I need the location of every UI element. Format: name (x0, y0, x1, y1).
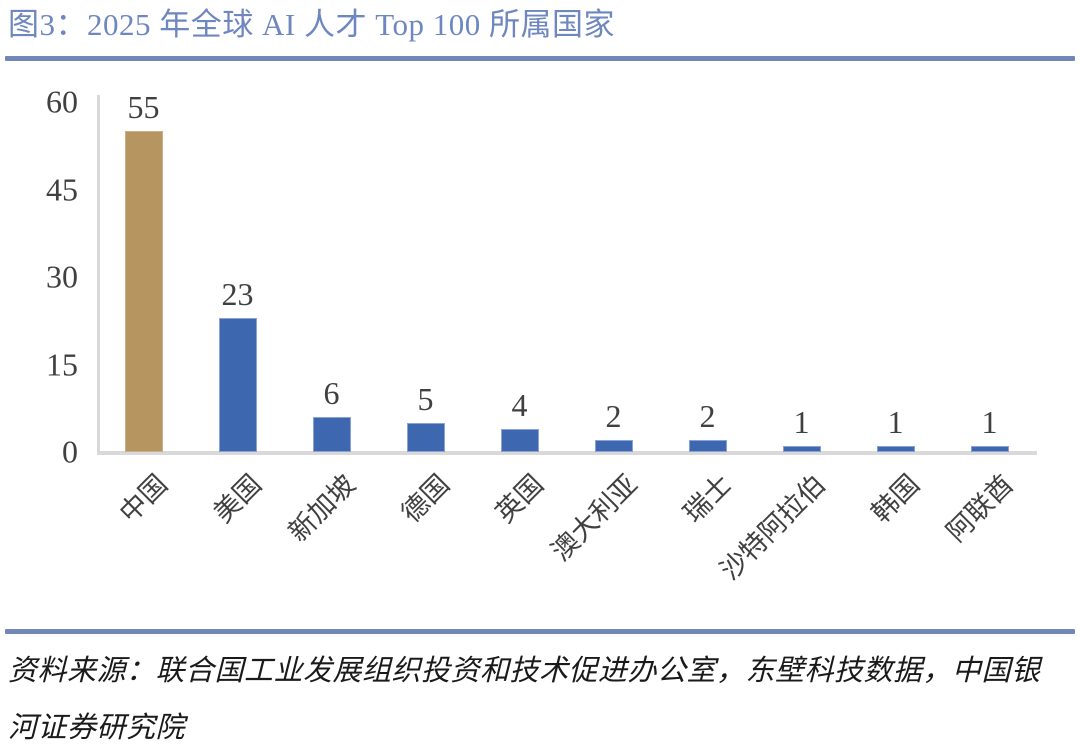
bar-5 (594, 440, 633, 452)
y-tick-label: 30 (46, 258, 78, 295)
bar-4 (500, 429, 539, 452)
y-tick-label: 0 (62, 433, 78, 470)
bar-2 (312, 417, 351, 452)
title-divider (5, 56, 1075, 61)
source-note-line1: 资料来源：联合国工业发展组织投资和技术促进办公室，东壁科技数据，中国银 (8, 655, 1041, 687)
category-label: 美国 (207, 469, 267, 529)
source-note-line2: 河证券研究院 (8, 712, 186, 744)
bar-value-label: 1 (981, 404, 998, 440)
figure-title: 图3：2025 年全球 AI 人才 Top 100 所属国家 (8, 7, 615, 42)
bar-3 (406, 423, 445, 452)
category-label: 瑞士 (677, 469, 737, 529)
bar-value-label: 2 (605, 398, 622, 434)
source-divider (5, 629, 1075, 634)
bar-9 (970, 446, 1009, 452)
category-label: 韩国 (865, 469, 925, 529)
source-note: 资料来源：联合国工业发展组织投资和技术促进办公室，东壁科技数据，中国银 河证券研… (8, 643, 1074, 745)
category-label: 阿联酋 (940, 469, 1019, 548)
bar-7 (782, 446, 821, 452)
bar-value-label: 55 (127, 89, 160, 125)
bar-8 (876, 446, 915, 452)
x-axis-line (97, 451, 1037, 455)
y-tick-label: 60 (46, 83, 78, 120)
category-label: 英国 (489, 469, 549, 529)
bar-value-label: 23 (221, 276, 254, 312)
bar-value-label: 1 (887, 404, 904, 440)
bar-value-label: 4 (511, 387, 528, 423)
bar-value-label: 6 (323, 375, 340, 411)
category-label: 德国 (395, 469, 455, 529)
category-label: 新加坡 (282, 469, 361, 548)
category-label: 澳大利亚 (545, 469, 643, 567)
bar-1 (218, 318, 257, 452)
bar-0 (124, 131, 163, 452)
bar-value-label: 5 (417, 381, 434, 417)
category-label: 中国 (113, 469, 173, 529)
bar-6 (688, 440, 727, 452)
bar-value-label: 1 (793, 404, 810, 440)
y-tick-label: 15 (46, 345, 78, 382)
y-tick-label: 45 (46, 170, 78, 207)
bar-value-label: 2 (699, 398, 716, 434)
y-axis-line (97, 95, 100, 452)
